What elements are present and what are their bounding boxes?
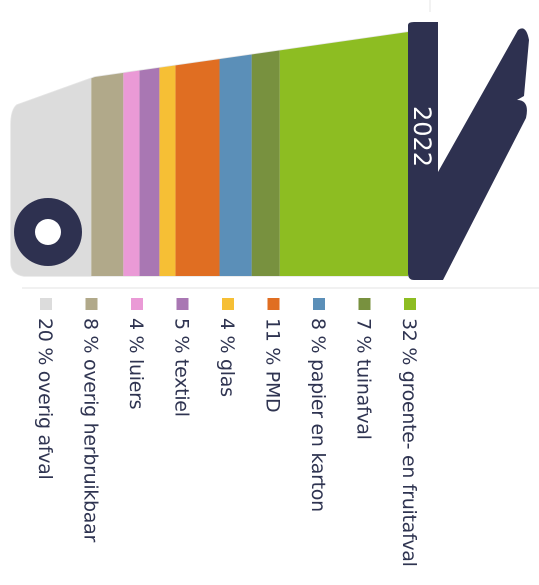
legend-label: 4 % luiers — [125, 318, 147, 409]
legend-label: 8 % papier en karton — [307, 318, 329, 512]
legend-marker — [40, 298, 52, 310]
segment-glas — [159, 32, 176, 276]
year-label: 2022 — [408, 106, 436, 167]
segment-papier-en-karton — [219, 32, 252, 276]
segment-tuinafval — [251, 32, 280, 276]
legend-marker — [267, 298, 280, 310]
legend-marker — [358, 298, 371, 310]
legend-label: 5 % textiel — [171, 318, 193, 417]
legend-label: 7 % tuinafval — [353, 318, 375, 440]
legend-label: 11 % PMD — [262, 318, 284, 412]
segment-groente-en-fruitafval — [279, 32, 408, 276]
legend-label: 8 % overig herbruikbaar — [80, 318, 102, 542]
legend-marker — [404, 298, 416, 310]
segment-pmd — [175, 32, 220, 276]
legend: 32 % groente- en fruitafval 7 % tuinafval… — [34, 298, 420, 567]
legend-marker — [222, 298, 234, 310]
segment-textiel — [139, 32, 160, 276]
truck-hubcap — [35, 219, 61, 245]
legend-marker — [131, 298, 143, 310]
truck-cab — [408, 22, 529, 280]
legend-label: 20 % overig afval — [34, 318, 56, 479]
legend-marker — [176, 298, 189, 310]
legend-label: 32 % groente- en fruitafval — [398, 318, 420, 567]
legend-label: 4 % glas — [216, 318, 238, 397]
segment-luiers — [123, 32, 140, 276]
legend-marker — [85, 298, 98, 310]
segment-overig-herbruikbaar — [91, 32, 124, 276]
legend-marker — [313, 298, 325, 310]
